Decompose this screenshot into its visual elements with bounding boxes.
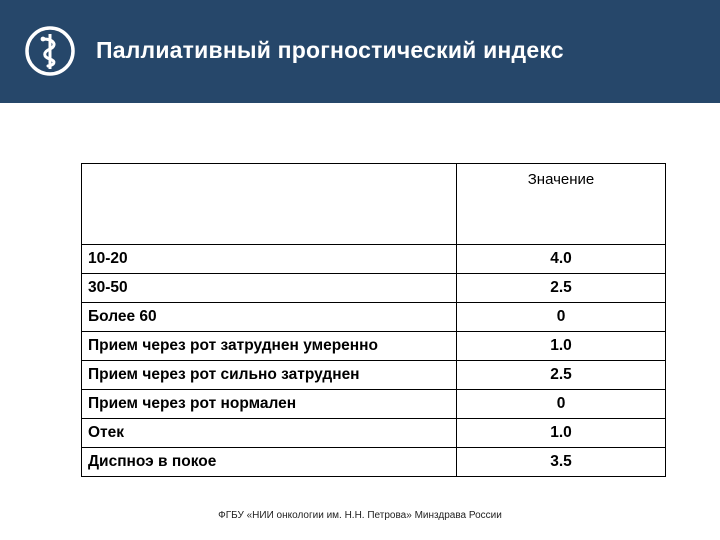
row-label-cell: Диспноэ в покое (81, 447, 457, 477)
row-value-cell: 1.0 (456, 418, 666, 448)
row-label-cell: Прием через рот затруднен умеренно (81, 331, 457, 361)
table-row: Диспноэ в покое 3.5 (81, 447, 666, 477)
row-value-cell: 1.0 (456, 331, 666, 361)
header-bar: Паллиативный прогностический индекс (0, 0, 720, 103)
row-label-cell: Прием через рот нормален (81, 389, 457, 419)
row-label-cell: 10-20 (81, 244, 457, 274)
row-value-cell: 2.5 (456, 273, 666, 303)
row-label-cell: Более 60 (81, 302, 457, 332)
slide-title: Паллиативный прогностический индекс (96, 37, 564, 63)
table-row: 30-50 2.5 (81, 273, 666, 303)
row-label-cell: Отек (81, 418, 457, 448)
table-header-row: Значение (81, 163, 666, 245)
row-value-cell: 4.0 (456, 244, 666, 274)
row-value-cell: 0 (456, 302, 666, 332)
header-value-cell: Значение (456, 163, 666, 245)
table-row: Отек 1.0 (81, 418, 666, 448)
caduceus-icon (25, 26, 75, 76)
footer-text: ФГБУ «НИИ онкологии им. Н.Н. Петрова» Ми… (218, 510, 502, 521)
value-column-header: Значение (527, 171, 595, 188)
table-row: Более 60 0 (81, 302, 666, 332)
palliative-index-table: Значение 10-20 4.0 30-50 2.5 Более 60 0 Прием … (81, 163, 666, 477)
table-row: Прием через рот нормален 0 (81, 389, 666, 419)
row-value-cell: 2.5 (456, 360, 666, 390)
table-row: Прием через рот сильно затруднен 2.5 (81, 360, 666, 390)
header-label-cell (81, 163, 457, 245)
table-row: Прием через рот затруднен умеренно 1.0 (81, 331, 666, 361)
table-row: 10-20 4.0 (81, 244, 666, 274)
row-value-cell: 0 (456, 389, 666, 419)
row-label-cell: 30-50 (81, 273, 457, 303)
row-value-cell: 3.5 (456, 447, 666, 477)
row-label-cell: Прием через рот сильно затруднен (81, 360, 457, 390)
